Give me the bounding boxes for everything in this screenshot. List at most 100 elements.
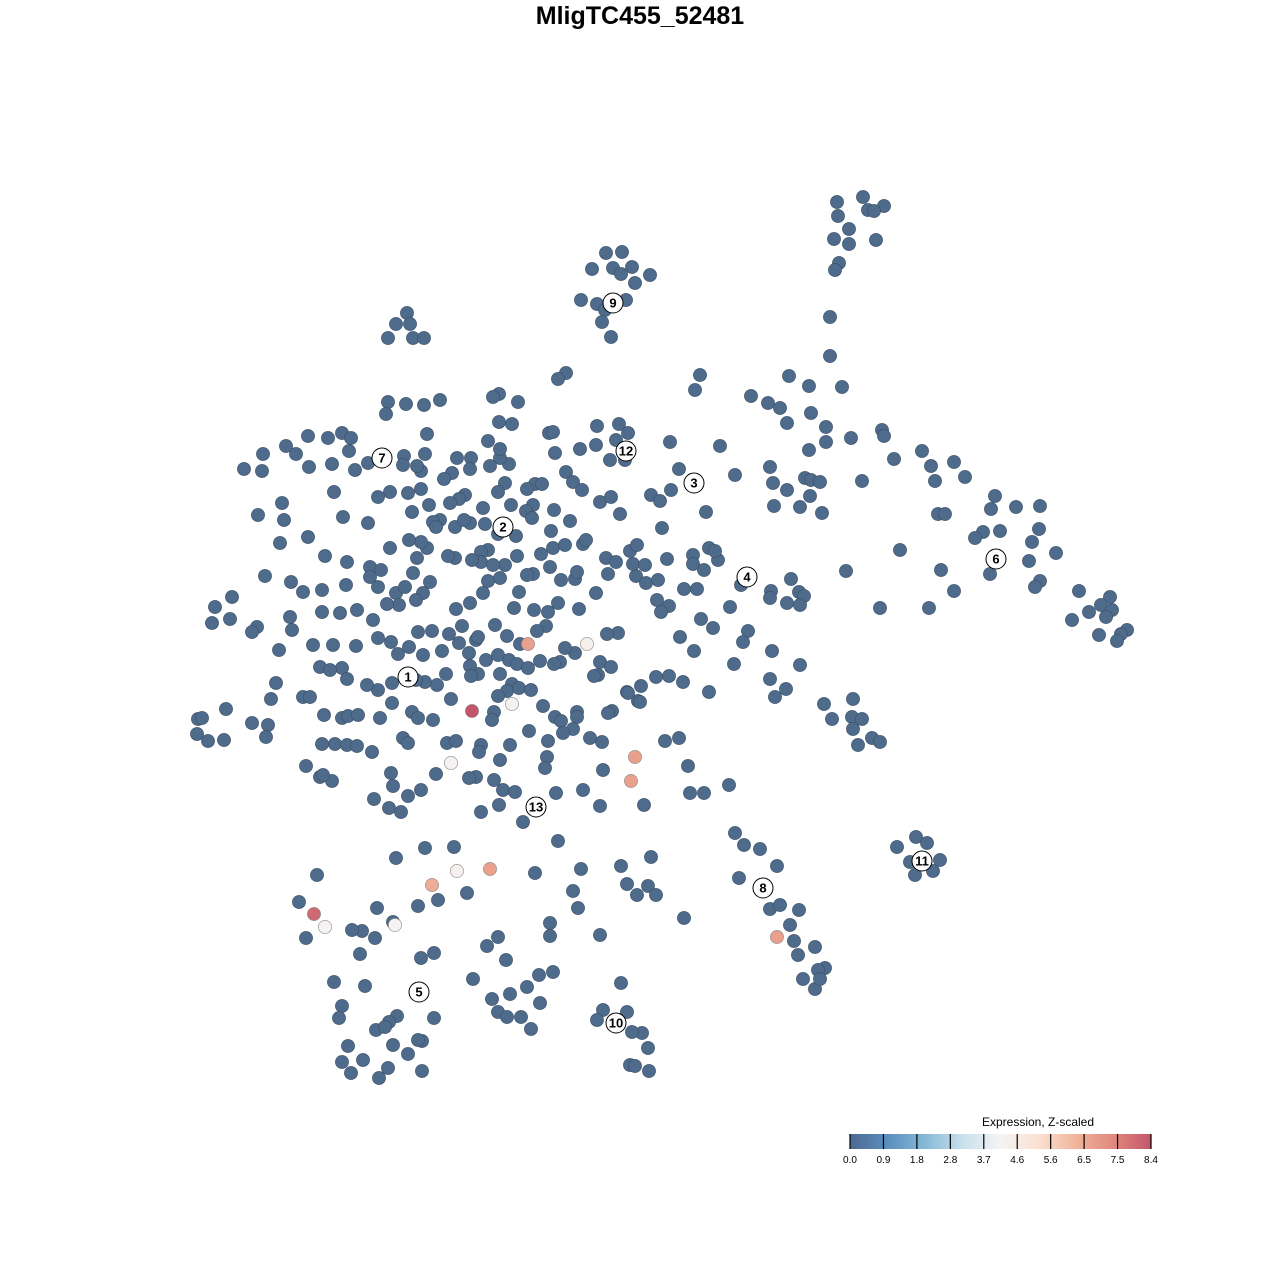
data-point — [839, 564, 853, 578]
data-point-expressed — [318, 920, 332, 934]
data-point — [520, 482, 534, 496]
data-point — [920, 836, 934, 850]
data-point — [403, 317, 417, 331]
data-point — [384, 766, 398, 780]
data-point — [687, 644, 701, 658]
data-point — [500, 1010, 514, 1024]
data-point — [830, 195, 844, 209]
data-point — [378, 1020, 392, 1034]
data-point — [595, 315, 609, 329]
data-point — [437, 472, 451, 486]
data-point — [433, 393, 447, 407]
data-point — [335, 1055, 349, 1069]
data-point — [559, 465, 573, 479]
data-point — [546, 541, 560, 555]
cluster-label: 11 — [911, 850, 933, 872]
data-point — [828, 263, 842, 277]
data-point — [643, 268, 657, 282]
data-point — [575, 483, 589, 497]
data-point — [503, 738, 517, 752]
data-point — [579, 533, 593, 547]
data-point — [296, 585, 310, 599]
data-point-expressed — [307, 907, 321, 921]
data-point — [427, 1011, 441, 1025]
data-point — [615, 245, 629, 259]
data-point — [664, 483, 678, 497]
legend-tick-label: 3.7 — [977, 1155, 991, 1166]
data-point — [1009, 500, 1023, 514]
data-point — [429, 520, 443, 534]
data-point — [947, 584, 961, 598]
data-point — [819, 435, 833, 449]
data-point — [1082, 605, 1096, 619]
data-point — [524, 1022, 538, 1036]
cluster-label-badge — [408, 981, 430, 1003]
data-point — [1025, 535, 1039, 549]
data-point — [402, 640, 416, 654]
data-point — [887, 452, 901, 466]
data-point — [642, 1064, 656, 1078]
data-point — [547, 503, 561, 517]
data-point — [487, 773, 501, 787]
data-point — [625, 1025, 639, 1039]
data-point — [637, 798, 651, 812]
data-point — [968, 531, 982, 545]
data-point — [310, 868, 324, 882]
data-point — [414, 535, 428, 549]
data-point — [466, 972, 480, 986]
data-point — [604, 660, 618, 674]
data-point-expressed — [624, 774, 638, 788]
data-point — [505, 417, 519, 431]
data-point — [342, 444, 356, 458]
data-point — [693, 368, 707, 382]
data-point — [414, 951, 428, 965]
data-point — [634, 679, 648, 693]
data-point — [460, 886, 474, 900]
data-point — [630, 888, 644, 902]
data-point — [336, 510, 350, 524]
data-point — [546, 425, 560, 439]
data-point — [416, 648, 430, 662]
data-point — [551, 834, 565, 848]
data-point — [808, 940, 822, 954]
data-point — [269, 676, 283, 690]
data-point — [340, 555, 354, 569]
cluster-label-badge — [602, 292, 624, 314]
data-point — [534, 547, 548, 561]
data-point — [1033, 499, 1047, 513]
data-point — [498, 558, 512, 572]
data-point — [465, 553, 479, 567]
data-point — [327, 485, 341, 499]
data-point — [877, 429, 891, 443]
cluster-label-badge — [397, 666, 419, 688]
data-point — [367, 792, 381, 806]
data-point — [566, 475, 580, 489]
data-point — [383, 485, 397, 499]
data-point — [303, 690, 317, 704]
cluster-label-badge — [615, 440, 637, 462]
data-point — [625, 260, 639, 274]
cluster-label: 2 — [492, 516, 514, 538]
data-point — [688, 383, 702, 397]
data-point — [340, 672, 354, 686]
data-point — [1072, 584, 1086, 598]
data-point — [773, 401, 787, 415]
data-point — [628, 276, 642, 290]
legend-tick-label: 4.6 — [1010, 1155, 1024, 1166]
data-point — [491, 485, 505, 499]
data-point — [418, 841, 432, 855]
data-point — [924, 459, 938, 473]
data-point — [628, 1059, 642, 1073]
data-point — [802, 443, 816, 457]
data-point — [258, 569, 272, 583]
data-point — [708, 544, 722, 558]
data-point — [499, 953, 513, 967]
data-point — [613, 507, 627, 521]
data-point — [511, 395, 525, 409]
cluster-label-badge — [752, 877, 774, 899]
data-point — [1092, 628, 1106, 642]
data-point — [792, 903, 806, 917]
data-point — [488, 618, 502, 632]
data-point — [660, 552, 674, 566]
